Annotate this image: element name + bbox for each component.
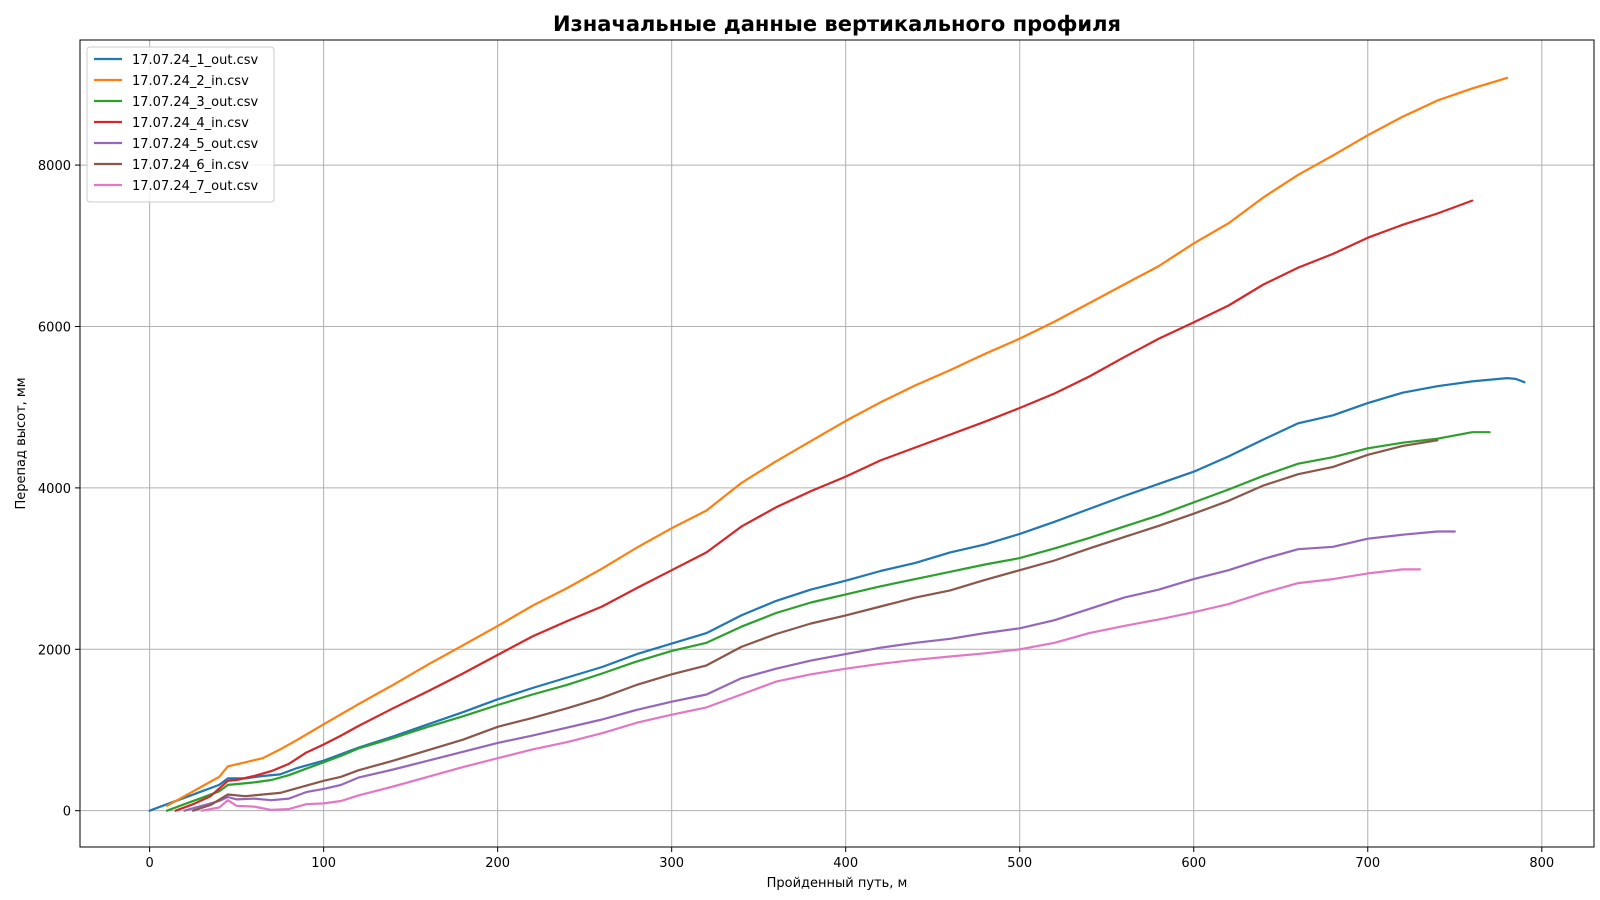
legend-entry: 17.07.24_7_out.csv <box>132 179 259 194</box>
series-line-7 <box>200 568 1422 812</box>
x-tick-label: 600 <box>1181 856 1206 871</box>
series-line-2 <box>165 76 1509 807</box>
series-line-3 <box>165 431 1491 812</box>
y-tick-label: 4000 <box>38 482 71 497</box>
series-lines <box>148 76 1526 812</box>
x-tick-label: 400 <box>833 856 858 871</box>
y-tick-label: 2000 <box>38 643 71 658</box>
plot-area <box>79 39 1595 848</box>
legend-entry: 17.07.24_5_out.csv <box>132 137 259 152</box>
legend-entry: 17.07.24_4_in.csv <box>132 116 249 131</box>
x-tick-label: 100 <box>311 856 336 871</box>
y-tick-label: 6000 <box>38 320 71 335</box>
legend: 17.07.24_1_out.csv 17.07.24_2_in.csv 17.07… <box>86 46 275 203</box>
legend-entry: 17.07.24_1_out.csv <box>132 53 259 68</box>
chart-title: Изначальные данные вертикального профиля <box>553 12 1121 36</box>
x-tick-label: 800 <box>1529 856 1554 871</box>
grid <box>80 40 1594 847</box>
series-line-6 <box>192 439 1439 812</box>
y-tick-label: 0 <box>63 805 71 820</box>
x-tick-label: 200 <box>485 856 510 871</box>
x-tick-label: 300 <box>659 856 684 871</box>
legend-entry: 17.07.24_6_in.csv <box>132 158 249 173</box>
x-tick-label: 700 <box>1355 856 1380 871</box>
y-tick-label: 8000 <box>38 159 71 174</box>
series-line-4 <box>174 199 1474 812</box>
y-axis-label: Перепад высот, мм <box>14 377 29 509</box>
x-axis-label: Пройденный путь, м <box>767 876 908 891</box>
legend-entry: 17.07.24_3_out.csv <box>132 95 259 110</box>
axis-ticks: 0 100 200 300 400 500 600 700 800020004000600080… <box>38 159 1554 871</box>
legend-entry: 17.07.24_2_in.csv <box>132 74 249 89</box>
series-line-1 <box>148 377 1526 812</box>
x-tick-label: 500 <box>1007 856 1032 871</box>
x-tick-label: 0 <box>145 856 153 871</box>
legend-box <box>86 46 275 203</box>
series-line-5 <box>183 530 1456 812</box>
